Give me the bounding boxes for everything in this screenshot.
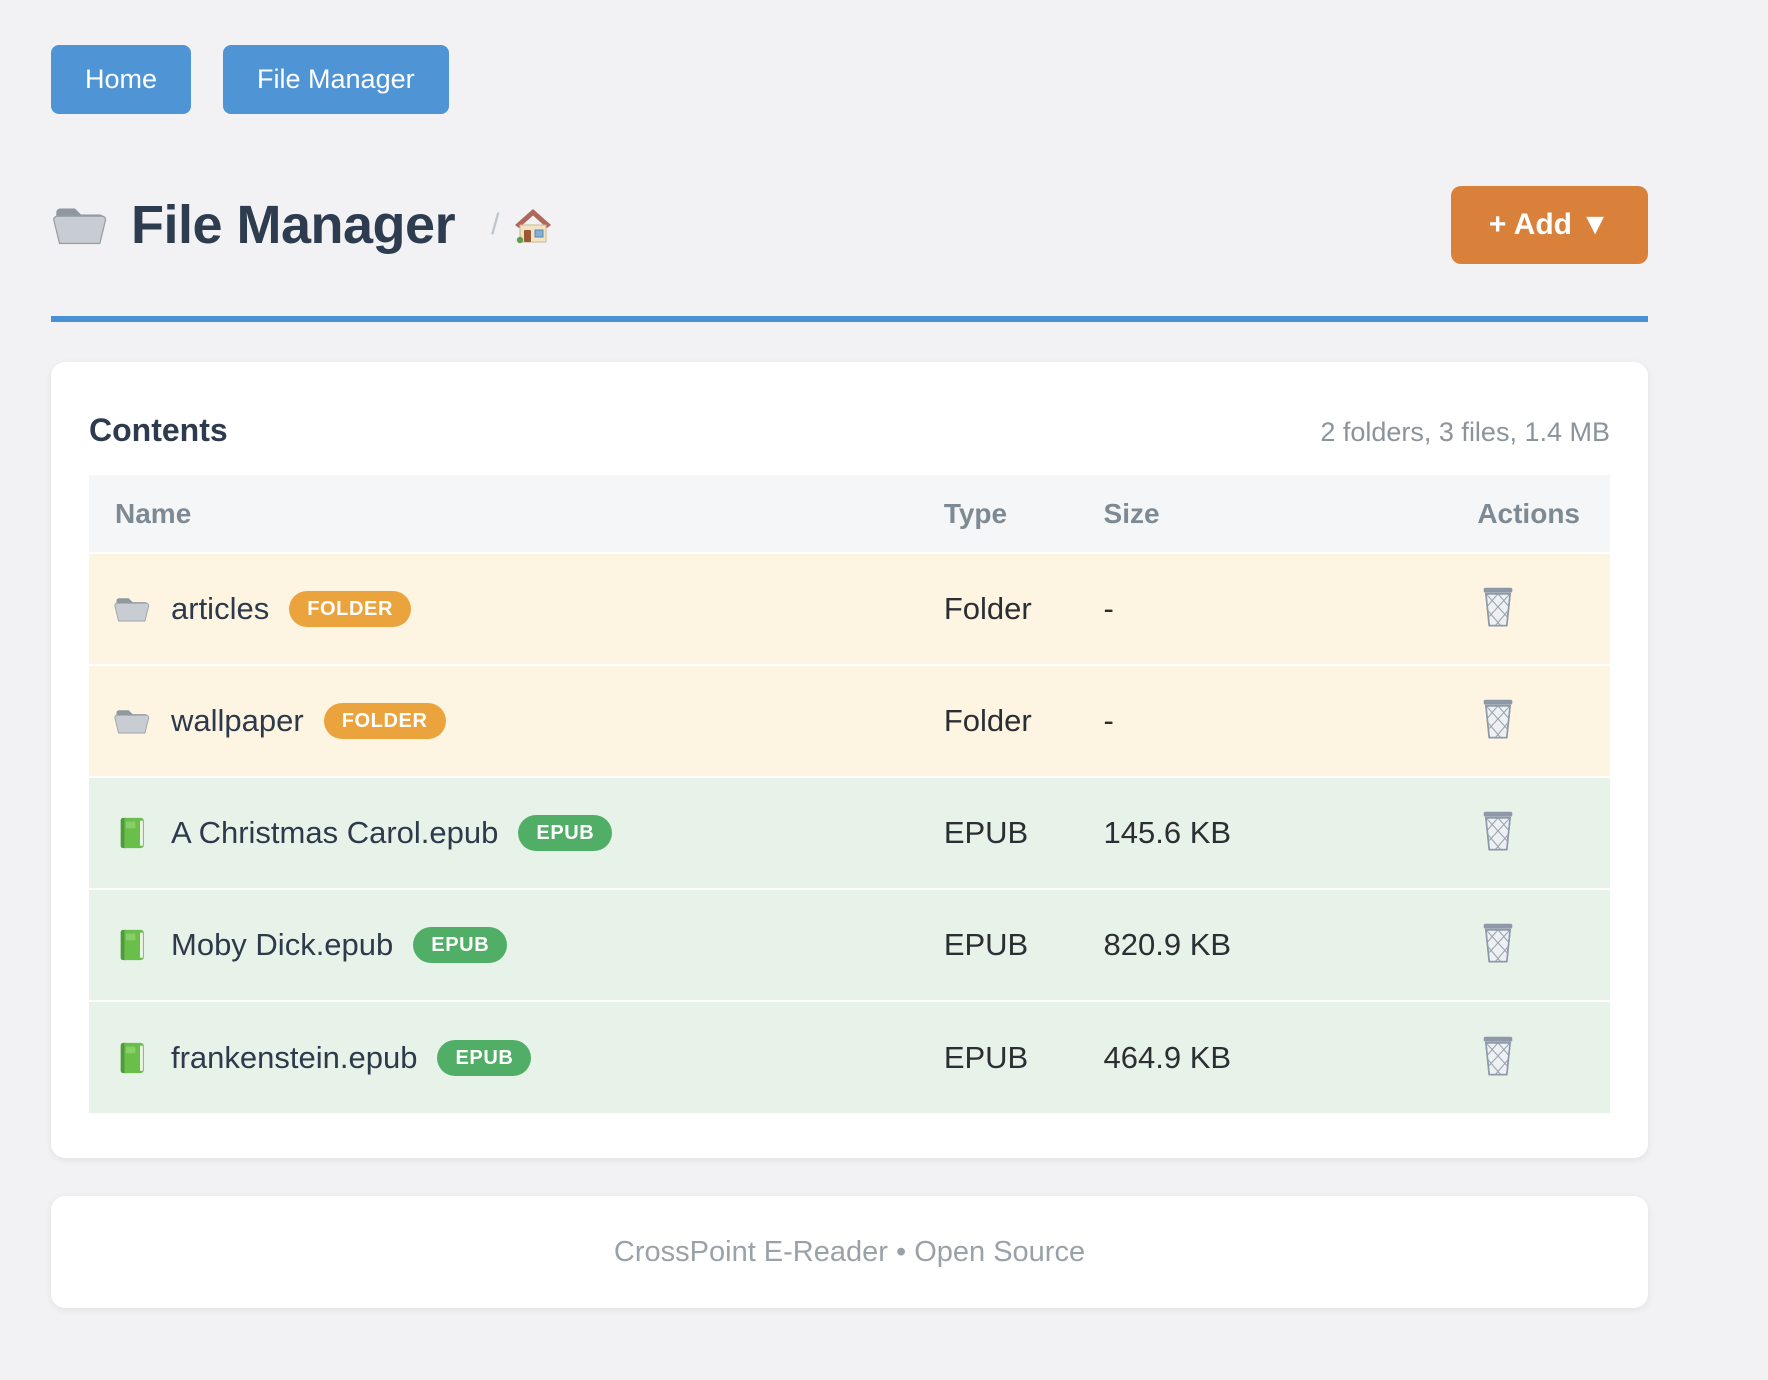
- folder-icon: [114, 597, 150, 622]
- table-row[interactable]: A Christmas Carol.epub EPUB EPUB 145.6 K…: [89, 776, 1610, 889]
- file-type: EPUB: [943, 888, 1104, 1001]
- file-name[interactable]: Moby Dick.epub: [171, 927, 394, 962]
- footer-card: CrossPoint E-Reader • Open Source: [51, 1196, 1648, 1308]
- file-name[interactable]: wallpaper: [171, 703, 304, 738]
- header-divider: [51, 316, 1648, 322]
- file-size: -: [1103, 552, 1387, 665]
- file-type-badge: FOLDER: [289, 591, 412, 627]
- table-row[interactable]: frankenstein.epub EPUB EPUB 464.9 KB: [89, 1000, 1610, 1113]
- trash-icon: [1479, 697, 1517, 741]
- contents-summary: 2 folders, 3 files, 1.4 MB: [1320, 417, 1610, 447]
- trash-icon: [1479, 809, 1517, 853]
- delete-button[interactable]: [1475, 581, 1521, 633]
- file-type-badge: EPUB: [518, 815, 613, 851]
- top-nav: Home File Manager: [51, 45, 1648, 114]
- file-type-badge: FOLDER: [323, 703, 446, 739]
- trash-icon: [1479, 921, 1517, 965]
- file-size: 145.6 KB: [1103, 776, 1387, 889]
- file-size: 820.9 KB: [1103, 888, 1387, 1001]
- breadcrumb: /: [491, 205, 553, 245]
- page: Home File Manager File Manager / + Add ▼…: [51, 0, 1648, 1308]
- table-row[interactable]: articles FOLDER Folder -: [89, 552, 1610, 665]
- file-name[interactable]: A Christmas Carol.epub: [171, 815, 499, 850]
- book-icon: [120, 929, 144, 961]
- trash-icon: [1479, 1034, 1517, 1078]
- folder-icon: [53, 207, 107, 245]
- delete-button[interactable]: [1475, 917, 1521, 969]
- file-size: 464.9 KB: [1103, 1000, 1387, 1113]
- contents-heading: Contents: [89, 412, 228, 448]
- breadcrumb-separator: /: [491, 208, 500, 241]
- footer-text: CrossPoint E-Reader • Open Source: [613, 1235, 1086, 1268]
- file-manager-nav-button[interactable]: File Manager: [223, 45, 449, 114]
- home-nav-button[interactable]: Home: [51, 45, 192, 114]
- file-type: Folder: [943, 664, 1104, 777]
- column-header-type: Type: [943, 475, 1104, 553]
- page-header: File Manager / + Add ▼: [51, 186, 1648, 264]
- column-header-size: Size: [1103, 475, 1387, 553]
- trash-icon: [1479, 585, 1517, 629]
- file-type: EPUB: [943, 1000, 1104, 1113]
- file-type: EPUB: [943, 776, 1104, 889]
- table-row[interactable]: wallpaper FOLDER Folder -: [89, 664, 1610, 777]
- add-button[interactable]: + Add ▼: [1450, 186, 1648, 264]
- column-header-name: Name: [89, 475, 944, 553]
- title-group: File Manager /: [51, 194, 1451, 256]
- column-header-actions: Actions: [1386, 475, 1610, 553]
- file-table: Name Type Size Actions articles FOLDER F…: [89, 475, 1610, 1113]
- file-size: -: [1103, 664, 1387, 777]
- book-icon: [120, 817, 144, 849]
- page-title: File Manager: [131, 195, 456, 255]
- book-icon: [120, 1042, 144, 1073]
- home-icon[interactable]: [513, 205, 553, 245]
- file-type-badge: EPUB: [413, 927, 508, 963]
- folder-icon: [114, 709, 150, 734]
- file-name[interactable]: articles: [171, 591, 270, 626]
- file-type: Folder: [943, 552, 1104, 665]
- file-name[interactable]: frankenstein.epub: [171, 1039, 418, 1075]
- file-type-badge: EPUB: [437, 1039, 532, 1076]
- delete-button[interactable]: [1475, 805, 1521, 857]
- contents-card-header: Contents 2 folders, 3 files, 1.4 MB: [89, 412, 1610, 449]
- delete-button[interactable]: [1475, 1030, 1521, 1082]
- table-header: Name Type Size Actions: [89, 475, 1610, 553]
- contents-card: Contents 2 folders, 3 files, 1.4 MB Name…: [51, 362, 1648, 1158]
- delete-button[interactable]: [1475, 693, 1521, 745]
- table-body: articles FOLDER Folder - wallpaper FOLDE…: [89, 552, 1610, 1113]
- table-row[interactable]: Moby Dick.epub EPUB EPUB 820.9 KB: [89, 888, 1610, 1001]
